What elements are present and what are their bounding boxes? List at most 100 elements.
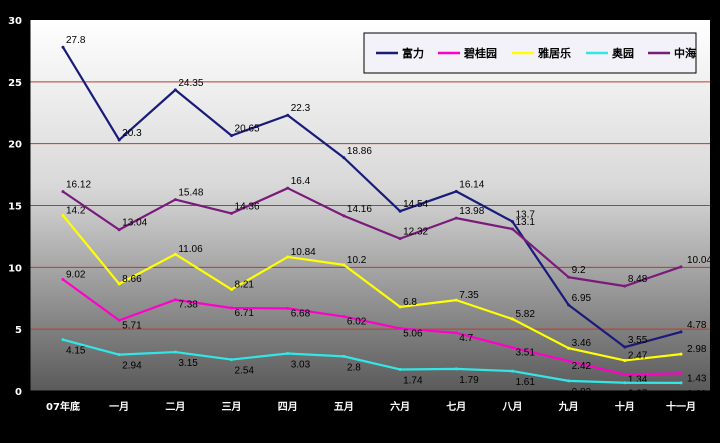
data-label: 13.1 <box>515 217 535 228</box>
data-point <box>230 306 234 310</box>
legend-item: 奥园 <box>586 46 634 60</box>
data-label: 4.15 <box>66 346 86 357</box>
series-5: 16.12 13.04 15.48 14.36 16.4 14.16 12.32 13.98 1… <box>61 176 712 288</box>
data-label: 1.74 <box>403 375 423 386</box>
data-point <box>623 381 627 385</box>
data-label: 14.16 <box>347 204 372 215</box>
data-label: 22.3 <box>291 103 311 114</box>
x-tick-label: 07年底 <box>46 400 80 413</box>
data-point <box>510 220 514 224</box>
y-tick-label: 25 <box>8 78 22 89</box>
data-label: 6.95 <box>572 293 592 304</box>
series-line <box>62 214 682 362</box>
data-label: 20.65 <box>235 124 260 135</box>
data-label: 13.04 <box>122 218 147 229</box>
data-point <box>567 359 571 363</box>
data-point <box>679 330 683 334</box>
data-point <box>342 315 346 319</box>
legend-label: 雅居乐 <box>538 46 571 60</box>
data-point <box>679 381 683 385</box>
x-tick-label: 八月 <box>501 401 522 413</box>
data-label: 2.94 <box>122 361 142 372</box>
data-point <box>623 284 627 288</box>
series-4: 4.15 2.94 3.15 2.54 3.03 2.8 1.74 1.79 1.61 0.82 0… <box>61 338 707 400</box>
series-1: 27.8 20.3 24.35 20.65 22.3 18.86 14.54 16.14 13.… <box>61 35 707 349</box>
data-point <box>117 318 121 322</box>
series-3: 14.2 8.66 11.06 8.21 10.84 10.2 6.8 7.35 5.82 3.4… <box>61 205 707 362</box>
data-point <box>454 298 458 302</box>
data-point <box>679 265 683 269</box>
axes: 0 5 10 15 20 25 30 07年底 一月 二月 三月 四月 五月 六月 七月 八月 九月 十月 十一月 <box>8 16 710 413</box>
data-label: 10.2 <box>347 255 367 266</box>
data-point <box>230 134 234 138</box>
data-point <box>567 379 571 383</box>
data-point <box>61 338 65 342</box>
data-point <box>398 326 402 330</box>
data-label: 5.71 <box>122 320 142 331</box>
legend-label: 富力 <box>402 46 424 60</box>
x-tick-label: 五月 <box>334 401 354 413</box>
data-point <box>342 214 346 218</box>
data-point <box>398 209 402 213</box>
data-label: 2.42 <box>572 361 592 372</box>
data-point <box>173 298 177 302</box>
data-label: 2.54 <box>235 366 255 377</box>
y-tick-label: 5 <box>15 325 22 336</box>
data-label: 5.82 <box>515 309 535 320</box>
legend-item: 碧桂园 <box>438 46 497 60</box>
data-point <box>61 277 65 281</box>
data-point <box>567 346 571 350</box>
data-label: 8.48 <box>628 274 648 285</box>
x-tick-label: 一月 <box>109 401 129 413</box>
data-label: 0.82 <box>572 387 592 398</box>
data-label: 8.21 <box>235 279 255 290</box>
data-label: 14.54 <box>403 199 428 210</box>
data-label: 18.86 <box>347 146 372 157</box>
data-label: 1.61 <box>515 377 535 388</box>
data-label: 13.7 <box>515 210 535 221</box>
data-point <box>61 213 65 217</box>
y-tick-label: 15 <box>8 202 22 213</box>
data-point <box>398 367 402 371</box>
series-line <box>62 46 682 349</box>
series-2: 9.02 5.71 7.38 6.71 6.68 6.02 5.06 4.7 3.51 2.42 1… <box>61 269 707 385</box>
data-label: 5.06 <box>403 328 423 339</box>
data-point <box>567 303 571 307</box>
y-tick-label: 20 <box>8 140 22 151</box>
data-point <box>286 255 290 259</box>
data-label: 14.36 <box>235 201 260 212</box>
data-label: 6.8 <box>403 297 417 308</box>
x-tick-label: 九月 <box>558 400 579 413</box>
data-point <box>679 352 683 356</box>
data-label: 13.98 <box>459 206 484 217</box>
data-label: 2.8 <box>347 362 361 373</box>
data-point <box>286 113 290 117</box>
data-point <box>173 350 177 354</box>
data-label: 3.51 <box>515 348 535 359</box>
data-point <box>61 45 65 49</box>
data-point <box>286 186 290 190</box>
data-label: 6.68 <box>291 308 311 319</box>
y-tick-label: 30 <box>8 16 22 27</box>
legend-item: 富力 <box>376 46 424 60</box>
series-line <box>62 338 682 384</box>
data-point <box>342 354 346 358</box>
data-label: 12.32 <box>403 227 428 238</box>
legend-item: 中海 <box>648 46 696 60</box>
data-label: 10.84 <box>291 247 316 258</box>
data-point <box>117 228 121 232</box>
data-point <box>398 237 402 241</box>
data-label: 6.02 <box>347 317 367 328</box>
data-label: 4.7 <box>459 333 473 344</box>
data-label: 0.67 <box>628 389 648 400</box>
data-point <box>623 345 627 349</box>
data-label: 15.48 <box>178 188 203 199</box>
data-point <box>173 252 177 256</box>
x-tick-label: 六月 <box>390 400 410 413</box>
data-point <box>342 156 346 160</box>
data-point <box>510 317 514 321</box>
data-label: 3.03 <box>291 360 311 371</box>
data-label: 9.02 <box>66 269 86 280</box>
